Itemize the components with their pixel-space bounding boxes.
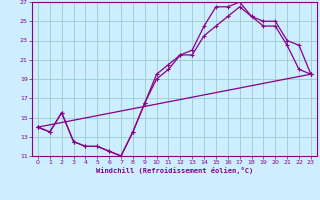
X-axis label: Windchill (Refroidissement éolien,°C): Windchill (Refroidissement éolien,°C) [96,167,253,174]
